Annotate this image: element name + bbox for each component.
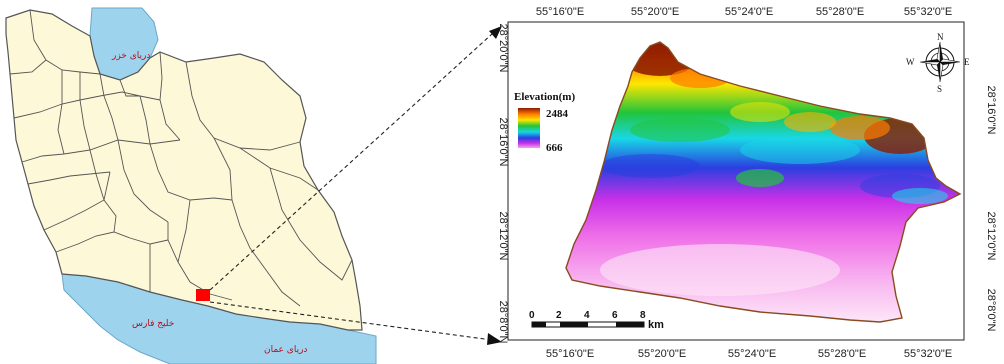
right-tick: 28°8'0"N xyxy=(985,289,997,332)
scale-label-2: 2 xyxy=(556,310,562,321)
iran-map: دریای خزر خلیج فارس دریای عمان xyxy=(5,7,377,364)
compass-w: W xyxy=(906,57,915,67)
scale-bar: 0 2 4 6 8 km xyxy=(529,310,664,331)
right-coordinate-ticks: 28°16'0"N 28°12'0"N 28°8'0"N xyxy=(985,86,997,332)
compass-rose: N S E W xyxy=(906,32,970,94)
left-tick: 28°16'0"N xyxy=(497,118,509,167)
scale-label-4: 4 xyxy=(584,310,590,321)
top-tick: 55°16'0"E xyxy=(536,6,584,18)
legend-max: 2484 xyxy=(546,108,569,120)
left-tick: 28°12'0"N xyxy=(497,212,509,261)
top-coordinate-ticks: 55°16'0"E 55°20'0"E 55°24'0"E 55°28'0"E … xyxy=(536,6,952,18)
oman-sea-label: دریای عمان xyxy=(264,345,307,355)
caspian-sea-label: دریای خزر xyxy=(111,51,150,61)
persian-gulf-label: خلیج فارس xyxy=(132,319,174,329)
top-tick: 55°20'0"E xyxy=(631,6,679,18)
scale-label-6: 6 xyxy=(612,310,618,321)
compass-n: N xyxy=(937,32,944,42)
arrow-head-bottom xyxy=(487,333,502,345)
right-tick: 28°12'0"N xyxy=(985,212,997,261)
legend-color-bar xyxy=(518,108,540,148)
connector-lines xyxy=(209,33,493,341)
scale-label-0: 0 xyxy=(529,310,535,321)
bottom-coordinate-ticks: 55°16'0"E 55°20'0"E 55°24'0"E 55°28'0"E … xyxy=(546,348,952,360)
elevation-legend: Elevation(m) 2484 666 xyxy=(514,91,575,154)
left-tick: 28°20'0"N xyxy=(497,24,509,73)
scale-unit: km xyxy=(648,319,664,331)
bottom-tick: 55°32'0"E xyxy=(904,348,952,360)
compass-e: E xyxy=(964,57,970,67)
study-area-marker xyxy=(196,289,210,301)
scale-label-8: 8 xyxy=(640,310,646,321)
top-tick: 55°28'0"E xyxy=(816,6,864,18)
study-area-map: Elevation(m) 2484 666 N S E W xyxy=(497,6,997,360)
left-tick: 28°8'0"N xyxy=(497,301,509,344)
study-area-outline xyxy=(565,41,962,323)
bottom-tick: 55°28'0"E xyxy=(818,348,866,360)
bottom-tick: 55°16'0"E xyxy=(546,348,594,360)
legend-title: Elevation(m) xyxy=(514,91,575,103)
right-tick: 28°16'0"N xyxy=(985,86,997,135)
province-boundaries xyxy=(9,9,353,307)
left-coordinate-ticks: 28°20'0"N 28°16'0"N 28°12'0"N 28°8'0"N xyxy=(497,24,509,344)
legend-min: 666 xyxy=(546,142,563,154)
top-tick: 55°24'0"E xyxy=(725,6,773,18)
bottom-tick: 55°24'0"E xyxy=(728,348,776,360)
arrow-head-top xyxy=(489,26,502,39)
top-tick: 55°32'0"E xyxy=(904,6,952,18)
iran-country xyxy=(5,9,363,331)
bottom-tick: 55°20'0"E xyxy=(638,348,686,360)
compass-s: S xyxy=(937,84,942,94)
